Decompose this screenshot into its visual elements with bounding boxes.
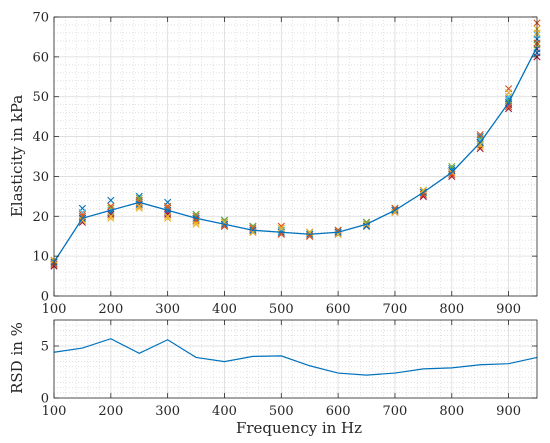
- x-tick-label: 100: [42, 404, 67, 419]
- x-tick-label: 700: [383, 302, 408, 317]
- data-point: [192, 220, 200, 228]
- x-tick-label: 600: [326, 302, 351, 317]
- y-tick-label: 20: [32, 210, 49, 225]
- x-tick-label: 800: [439, 404, 464, 419]
- series-line: [53, 338, 538, 376]
- data-point: [419, 186, 427, 194]
- data-point: [504, 89, 513, 97]
- x-tick-label: 500: [269, 404, 294, 419]
- x-tick-label: 500: [269, 302, 294, 317]
- data-point: [135, 202, 143, 210]
- x-tick-label: 100: [42, 302, 67, 317]
- y-tick-label: 70: [32, 11, 49, 26]
- y-tick-label: 40: [32, 130, 49, 145]
- data-point: [448, 170, 456, 179]
- data-point: [391, 208, 399, 216]
- x-tick-label: 200: [98, 404, 123, 419]
- bottom-ylabel: RSD in %: [8, 322, 26, 394]
- data-point: [164, 202, 172, 210]
- elasticity-plot: 100 200 300 400 500 600 700 800 900 0 10 20 30 40 50 60…: [32, 11, 541, 317]
- y-tick-label: 10: [32, 250, 49, 265]
- y-tick-label: 0: [41, 392, 49, 407]
- rsd-plot: 100 200 300 400 500 600 700 800 900 0 5: [41, 319, 538, 419]
- y-tick-label: 60: [32, 50, 49, 65]
- y-tick-label: 50: [32, 90, 49, 105]
- x-tick-label: 200: [98, 302, 123, 317]
- x-tick-label: 300: [155, 404, 180, 419]
- x-tick-label: 600: [326, 404, 351, 419]
- plot-frame: [53, 319, 538, 399]
- x-tick-label: 400: [212, 404, 237, 419]
- x-tick-label: 400: [212, 302, 237, 317]
- data-point: [504, 103, 513, 111]
- x-tick-label: 900: [496, 302, 521, 317]
- x-tick-label: 900: [496, 404, 521, 419]
- data-point: [107, 202, 115, 210]
- data-point: [107, 210, 115, 218]
- y-tick-label: 5: [41, 340, 49, 355]
- y-tick-label: 0: [41, 290, 49, 305]
- mean-line: [53, 46, 538, 263]
- data-point: [107, 212, 115, 220]
- x-tick-label: 300: [155, 302, 180, 317]
- data-point: [277, 224, 285, 232]
- data-point: [164, 212, 172, 220]
- y-tick-label: 30: [32, 170, 49, 185]
- data-point: [135, 200, 143, 208]
- data-point: [362, 222, 371, 230]
- x-tick-label: 700: [383, 404, 408, 419]
- x-tick-label: 800: [439, 302, 464, 317]
- data-point: [476, 140, 484, 149]
- xlabel: Frequency in Hz: [236, 419, 362, 437]
- top-ylabel: Elasticity in kPa: [8, 95, 26, 217]
- data-point: [107, 196, 115, 204]
- plot-frame: [53, 16, 538, 297]
- data-point: [476, 130, 484, 139]
